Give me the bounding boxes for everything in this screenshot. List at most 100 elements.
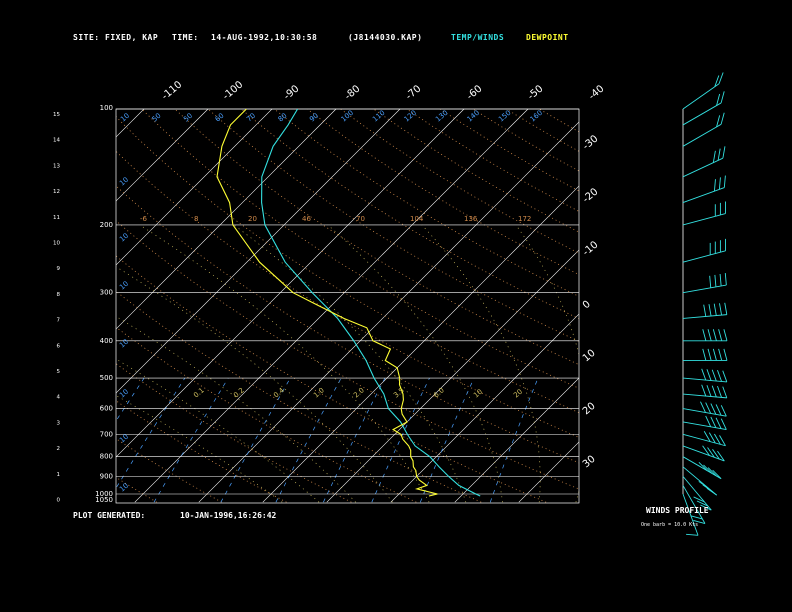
wind-barb-flag: [712, 150, 716, 163]
height-km-tick-label: 1: [57, 472, 61, 478]
wind-barb: [682, 476, 712, 511]
wind-barb-flag: [724, 273, 727, 286]
wind-barb-flag: [720, 112, 725, 125]
mixing-ratio-top-label: 160: [529, 109, 544, 124]
height-km-tick-label: 8: [57, 292, 61, 298]
moist-adiabat-line: [116, 395, 283, 503]
moist-adiabat-line: [116, 266, 393, 503]
pressure-tick-label: 900: [100, 472, 113, 480]
top-temperature-label: -70: [404, 83, 424, 102]
wind-barb-flag: [703, 431, 711, 442]
wind-barb-flag: [693, 519, 706, 524]
wind-barb: [682, 112, 725, 147]
wind-barb-flag: [690, 515, 703, 520]
file-id: (J8144030.KAP): [348, 33, 423, 42]
wind-barb-flag: [718, 72, 724, 84]
isotherm-line: [134, 109, 529, 503]
dry-adiabat-line: [116, 476, 157, 503]
right-temperature-label: 20: [581, 401, 598, 418]
wind-barb-flag: [717, 450, 725, 462]
isotherm-line: [0, 100, 89, 502]
height-km-tick-label: 6: [57, 343, 61, 349]
wind-barb-flag: [720, 91, 725, 104]
dry-adiabat-line: [439, 109, 579, 192]
wind-barb-flag: [700, 504, 712, 511]
wind-barb-flag: [707, 447, 715, 458]
wind-barb-flag: [717, 148, 721, 161]
wind-barb-flag: [716, 93, 721, 106]
mixing-ratio-line: [489, 377, 539, 503]
top-temperature-label: -50: [526, 83, 546, 102]
dry-adiabat-line: [472, 109, 579, 172]
wind-barb-flag: [723, 175, 726, 188]
top-temperature-label: -90: [282, 83, 302, 102]
isotherm-line: [0, 100, 25, 502]
dry-adiabat-line: [116, 438, 222, 503]
mixing-ratio-line: [323, 377, 386, 503]
mixing-ratio-top-label: 150: [497, 109, 512, 124]
mixing-ratio-line: [153, 377, 229, 503]
wind-barb-flag: [698, 481, 709, 489]
pressure-tick-label: 400: [100, 337, 113, 345]
wind-barb-shaft: [682, 284, 727, 294]
top-temperature-label: -100: [221, 79, 245, 102]
wind-barb: [682, 201, 726, 226]
wind-barb-flag: [710, 403, 717, 415]
wind-barb-flag: [705, 415, 712, 428]
wind-barb-flag: [686, 533, 699, 536]
moist-adiabat-line: [421, 224, 541, 503]
mixing-ratio-top-label: 60: [214, 112, 226, 124]
wind-barb-flag: [718, 329, 723, 341]
wind-barb-flag: [717, 370, 722, 382]
wind-barb: [682, 91, 725, 126]
wind-barb-shaft: [682, 314, 727, 319]
top-temperature-label: -60: [465, 83, 485, 102]
height-km-tick-label: 11: [53, 215, 60, 221]
mixing-ratio-line: [116, 377, 145, 422]
mixing-ratio-top-label: 130: [434, 109, 449, 124]
wind-barb: [682, 415, 727, 431]
mixing-ratio-top-label: 80: [277, 112, 289, 124]
mixing-ratio-left-label: 10: [118, 338, 130, 350]
right-temperature-label: -10: [581, 239, 601, 258]
wind-barb-shaft: [682, 102, 722, 126]
wind-barb-flag: [706, 369, 712, 381]
wind-barb-flag: [718, 177, 721, 190]
isotherm-line: [116, 109, 337, 330]
wind-barb-flag: [710, 416, 717, 428]
wind-barb-flag: [722, 146, 726, 159]
wind-barb-shaft: [682, 433, 726, 447]
wind-barb-shaft: [682, 377, 727, 383]
isotherm-line: [454, 377, 579, 503]
wind-barb-flag: [714, 433, 721, 445]
wind-barb-flag: [718, 348, 723, 361]
wind-barb-flag: [709, 275, 712, 288]
wind-barb: [682, 146, 726, 178]
wind-barb: [682, 302, 728, 319]
moist-adiabat-line: [116, 315, 356, 503]
wind-barb-flag: [711, 369, 717, 382]
dry-adiabat-label: 20: [248, 215, 257, 223]
mixing-ratio-line: [371, 377, 430, 503]
mixing-ratio-left-label: 10: [118, 176, 130, 188]
wind-barb-flag: [701, 384, 707, 397]
isotherm-line: [116, 109, 209, 202]
wind-barb-flag: [722, 386, 728, 399]
right-temperature-label: -30: [581, 133, 601, 152]
dry-adiabat-line: [116, 185, 579, 464]
height-km-tick-label: 3: [57, 420, 61, 426]
wind-barb-flag: [701, 368, 707, 381]
wind-barb-flag: [702, 329, 707, 341]
wind-barb-flag: [706, 385, 712, 397]
mixing-ratio-value-label: 0.2: [232, 386, 246, 399]
moist-adiabat-line: [233, 224, 467, 503]
mixing-ratio-left-label: 10: [118, 482, 130, 494]
pressure-tick-label: 500: [100, 374, 113, 382]
dry-adiabat-line: [207, 109, 579, 342]
wind-barb-flag: [706, 487, 717, 496]
dry-adiabat-line: [116, 255, 547, 503]
right-temperature-label: 30: [581, 454, 598, 471]
height-km-tick-label: 9: [57, 266, 61, 272]
wind-barb-shaft: [682, 123, 722, 147]
wind-barb-flag: [719, 273, 722, 287]
